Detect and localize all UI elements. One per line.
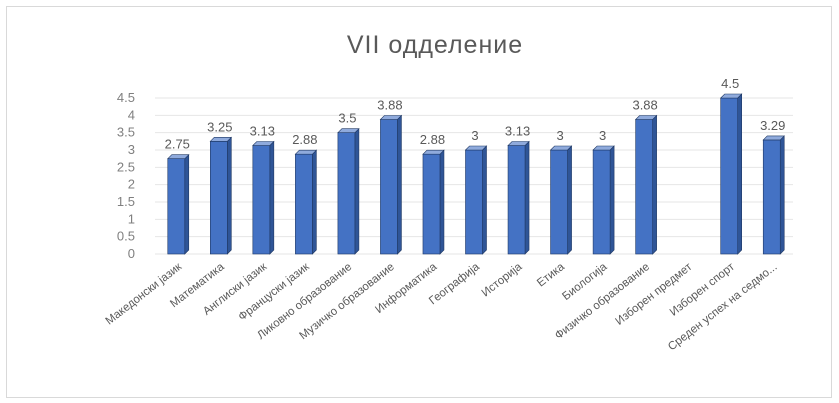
bar bbox=[167, 153, 190, 255]
bars bbox=[167, 93, 785, 255]
y-tick-label: 4.5 bbox=[117, 90, 135, 105]
data-label: 3.13 bbox=[250, 123, 275, 138]
bar bbox=[422, 149, 445, 255]
data-label: 3.88 bbox=[632, 97, 657, 112]
bar bbox=[209, 136, 233, 255]
bar bbox=[464, 145, 488, 255]
y-tick-label: 1.5 bbox=[117, 194, 135, 209]
data-label: 3.13 bbox=[505, 123, 530, 138]
chart-frame: VII одделение 0 0.5 1 1.5 2 2.5 3 3.5 4 4.5 2.75 3… bbox=[6, 6, 832, 398]
data-label: 3 bbox=[556, 128, 563, 143]
data-label: 4.5 bbox=[721, 76, 739, 91]
bar bbox=[549, 145, 573, 255]
data-label: 3.29 bbox=[760, 118, 785, 133]
bar bbox=[592, 145, 615, 255]
bar-chart: VII одделение 0 0.5 1 1.5 2 2.5 3 3.5 4 4.5 2.75 3… bbox=[104, 31, 793, 353]
bar bbox=[634, 114, 658, 255]
x-tick-label: Изборен предмет bbox=[614, 260, 696, 327]
y-tick-label: 0 bbox=[128, 246, 135, 261]
data-label: 3.5 bbox=[338, 111, 356, 126]
x-tick-label: Историја bbox=[480, 261, 525, 300]
x-tick-label: Француски јазик bbox=[237, 260, 313, 323]
bar bbox=[507, 140, 530, 255]
data-label: 2.75 bbox=[165, 137, 190, 152]
y-tick-label: 0.5 bbox=[117, 229, 135, 244]
y-tick-label: 3.5 bbox=[117, 125, 135, 140]
data-label: 3 bbox=[599, 128, 606, 143]
chart-title: VII одделение bbox=[347, 31, 523, 59]
data-label: 3.88 bbox=[377, 97, 402, 112]
data-label: 2.88 bbox=[292, 132, 317, 147]
data-labels: 2.75 3.25 3.13 2.88 3.5 3.88 2.88 3 3.13 3 3 3.88 4.… bbox=[165, 76, 786, 152]
bar bbox=[379, 114, 403, 255]
x-tick-label: Етика bbox=[535, 261, 567, 290]
y-tick-label: 4 bbox=[128, 107, 135, 122]
bar bbox=[762, 135, 785, 255]
y-axis-tick-labels: 0 0.5 1 1.5 2 2.5 3 3.5 4 4.5 bbox=[117, 90, 135, 261]
y-tick-label: 3 bbox=[128, 142, 135, 157]
bar bbox=[294, 149, 318, 255]
data-label: 3 bbox=[471, 128, 478, 143]
y-tick-label: 2 bbox=[128, 177, 135, 192]
bar bbox=[252, 140, 275, 255]
data-label: 2.88 bbox=[420, 132, 445, 147]
y-tick-label: 2.5 bbox=[117, 159, 135, 174]
bar bbox=[337, 127, 360, 255]
data-label: 3.25 bbox=[207, 119, 232, 134]
y-tick-label: 1 bbox=[128, 211, 135, 226]
x-tick-label: Македонски јазик bbox=[104, 260, 185, 327]
bar bbox=[719, 93, 743, 255]
